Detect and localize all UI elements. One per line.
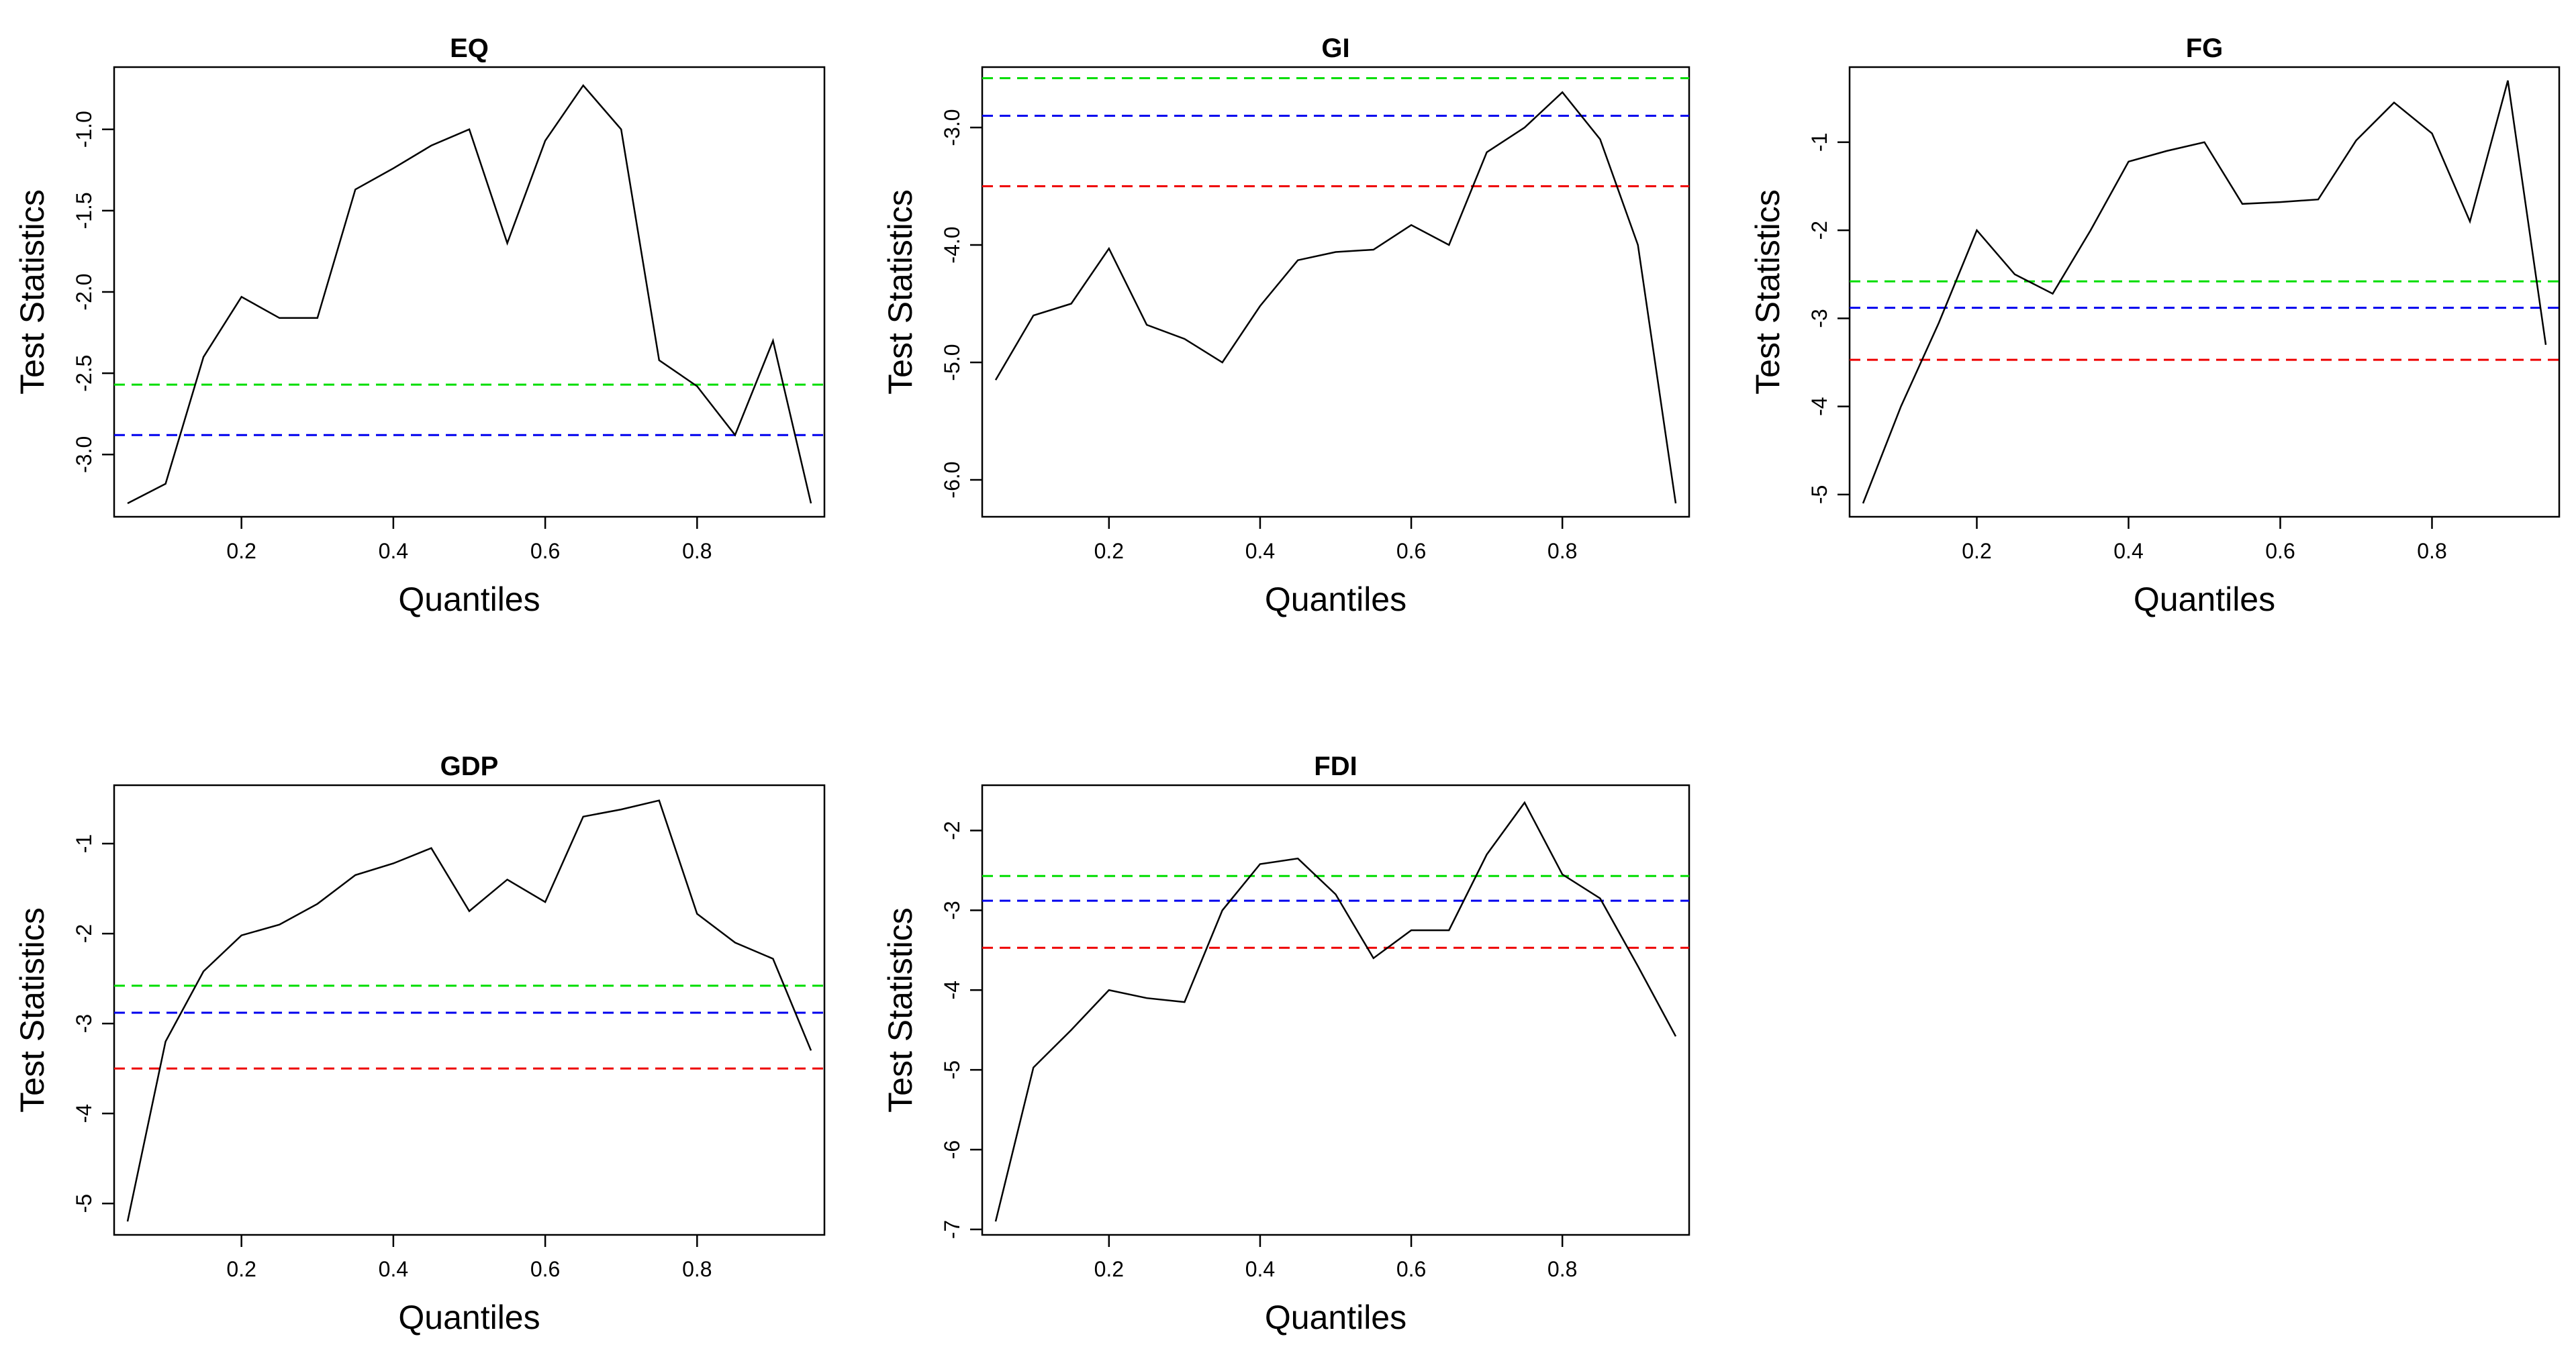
chart-panel-gdp: GDP 0.2 0.4 0.6 0.8 -5 -4 -3 -2 -1 Quantiles Test S… [13, 752, 826, 1336]
y-tick-label: -1.0 [72, 111, 96, 148]
y-axis-label: Test Statistics [13, 189, 51, 395]
y-tick-label: -1 [72, 834, 96, 853]
chart-panel-fg: FG 0.2 0.4 0.6 0.8 -5 -4 -3 -2 -1 Quantiles Test St… [1749, 34, 2561, 618]
chart-title: FDI [1314, 752, 1357, 781]
y-tick-label: -6 [940, 1140, 964, 1159]
chart-panel-gi: GI 0.2 0.4 0.6 0.8 -6.0 -5.0 -4.0 -3.0 Quantiles T… [881, 34, 1690, 618]
y-tick-label: -1 [1807, 133, 1831, 152]
series-line [127, 84, 812, 505]
x-tick-label: 0.2 [226, 1257, 256, 1281]
x-tick-label: 0.2 [1962, 539, 1991, 563]
x-tick-label: 0.6 [1396, 539, 1426, 563]
y-tick-label: -5 [72, 1194, 96, 1213]
x-tick-label: 0.4 [2113, 539, 2143, 563]
y-tick-label: -4 [72, 1104, 96, 1123]
plot-frame [981, 784, 1690, 1236]
series-line [1862, 80, 2547, 504]
x-axis-label: Quantiles [1265, 581, 1406, 618]
y-tick-label: -6.0 [940, 461, 964, 498]
y-tick-label: -2 [1807, 221, 1831, 240]
x-axis-label: Quantiles [398, 1299, 540, 1336]
x-tick-label: 0.4 [379, 539, 408, 563]
y-tick-label: -2 [940, 821, 964, 840]
x-tick-label: 0.2 [226, 539, 256, 563]
y-tick-label: -4 [940, 981, 964, 999]
x-tick-label: 0.8 [682, 539, 712, 563]
series-line [994, 801, 1677, 1222]
x-tick-label: 0.8 [682, 1257, 712, 1281]
y-tick-label: -5 [1807, 485, 1831, 504]
y-tick-label: -5.0 [940, 344, 964, 381]
plot-frame [113, 66, 826, 518]
y-tick-label: -4.0 [940, 226, 964, 263]
plot-frame [113, 784, 826, 1236]
x-tick-label: 0.2 [1094, 539, 1124, 563]
series-line [994, 91, 1677, 504]
chart-title: EQ [450, 34, 489, 63]
chart-title: GDP [440, 752, 499, 781]
x-axis-label: Quantiles [1265, 1299, 1406, 1336]
x-tick-label: 0.6 [2265, 539, 2295, 563]
y-axis-label: Test Statistics [13, 907, 51, 1113]
y-tick-label: -1.5 [72, 192, 96, 229]
x-tick-label: 0.6 [530, 1257, 560, 1281]
x-tick-label: 0.4 [1245, 1257, 1275, 1281]
x-tick-label: 0.8 [1547, 539, 1577, 563]
plot-frame [1848, 66, 2561, 518]
y-tick-label: -7 [940, 1220, 964, 1239]
plot-frame [981, 66, 1690, 518]
chart-panel-eq: EQ 0.2 0.4 0.6 0.8 -3.0 -2.5 -2.0 -1.5 -1.0 Quanti… [13, 34, 826, 618]
x-tick-label: 0.8 [2417, 539, 2446, 563]
x-tick-label: 0.6 [530, 539, 560, 563]
x-tick-label: 0.8 [1547, 1257, 1577, 1281]
chart-title: FG [2186, 34, 2224, 63]
y-tick-label: -3.0 [72, 436, 96, 473]
y-tick-label: -3 [940, 901, 964, 919]
y-tick-label: -2 [72, 924, 96, 943]
y-tick-label: -3.0 [940, 109, 964, 146]
y-axis-label: Test Statistics [1749, 189, 1786, 395]
x-axis-label: Quantiles [2134, 581, 2275, 618]
x-axis-label: Quantiles [398, 581, 540, 618]
y-tick-label: -3 [72, 1014, 96, 1033]
y-tick-label: -4 [1807, 397, 1831, 415]
x-tick-label: 0.4 [1245, 539, 1275, 563]
x-tick-label: 0.4 [379, 1257, 408, 1281]
y-tick-label: -3 [1807, 309, 1831, 328]
x-tick-label: 0.6 [1396, 1257, 1426, 1281]
x-tick-label: 0.2 [1094, 1257, 1124, 1281]
y-tick-label: -2.0 [72, 273, 96, 310]
y-axis-label: Test Statistics [881, 189, 919, 395]
y-axis-label: Test Statistics [881, 907, 919, 1113]
series-line [126, 799, 812, 1222]
y-tick-label: -5 [940, 1060, 964, 1079]
y-tick-label: -2.5 [72, 355, 96, 392]
chart-title: GI [1321, 34, 1349, 63]
chart-panel-fdi: FDI 0.2 0.4 0.6 0.8 -7 -6 -5 -4 -3 -2 Quantiles Test… [881, 752, 1690, 1336]
